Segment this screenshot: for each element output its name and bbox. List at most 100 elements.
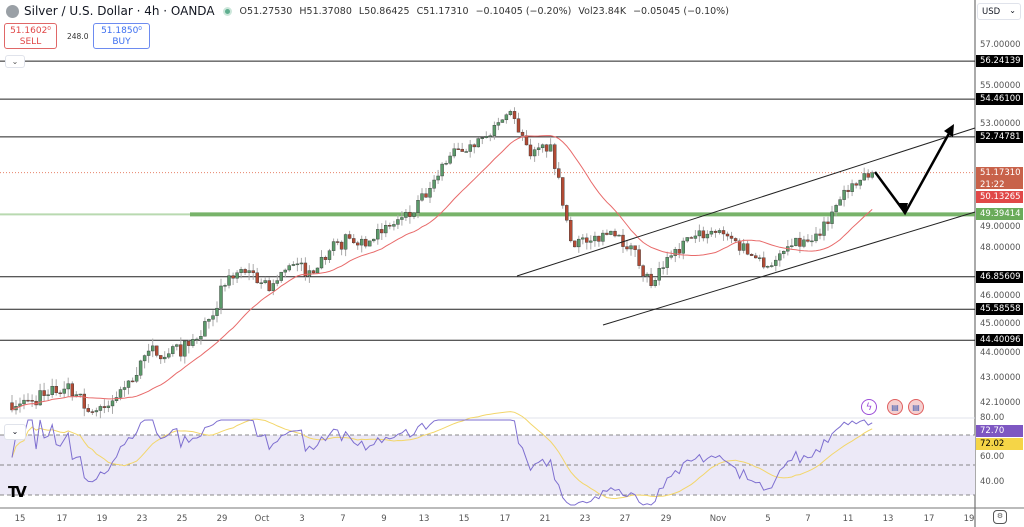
candle-body bbox=[58, 392, 62, 395]
sell-button[interactable]: 51.1602⁰ SELL bbox=[4, 23, 57, 49]
candle-body bbox=[343, 234, 348, 250]
candle-body bbox=[319, 256, 324, 269]
price-tick: 48.00000 bbox=[980, 243, 1021, 254]
time-tick: 29 bbox=[216, 514, 228, 524]
candle-body bbox=[175, 344, 179, 347]
candle-body bbox=[150, 345, 155, 352]
candle bbox=[452, 143, 456, 159]
rsi-line bbox=[11, 419, 873, 506]
candle-body bbox=[66, 383, 70, 390]
candle bbox=[536, 142, 541, 156]
candle-body bbox=[46, 394, 50, 396]
rsi-ma-value-label: 72.02 bbox=[976, 438, 1023, 450]
candle bbox=[866, 169, 870, 181]
candle-body bbox=[601, 232, 605, 242]
us-flag-event-icon[interactable]: ▤ bbox=[887, 399, 903, 415]
buy-button[interactable]: 51.1850⁰ BUY bbox=[93, 23, 150, 49]
time-tick: 23 bbox=[579, 514, 591, 524]
candle-body bbox=[126, 380, 131, 388]
candle-body bbox=[416, 200, 420, 214]
candle bbox=[749, 253, 754, 257]
candle-body bbox=[347, 234, 352, 239]
settings-gear-icon[interactable]: ⚙ bbox=[993, 510, 1007, 524]
price-label-level: 44.40096 bbox=[976, 334, 1023, 347]
projection-arrow bbox=[873, 127, 954, 216]
candle-body bbox=[681, 240, 685, 254]
candle-body bbox=[557, 168, 561, 178]
candle bbox=[102, 399, 107, 414]
price-label-support: 49.39414 bbox=[976, 208, 1023, 221]
candle bbox=[633, 245, 637, 258]
candle-body bbox=[291, 264, 296, 266]
candle-body bbox=[352, 238, 356, 244]
candle-body bbox=[54, 386, 58, 394]
candle-body bbox=[577, 238, 581, 248]
candle-body bbox=[215, 307, 219, 316]
currency-select[interactable]: USD ⌄ bbox=[977, 3, 1021, 20]
candle bbox=[557, 162, 561, 180]
candle-body bbox=[138, 360, 143, 376]
candle bbox=[319, 250, 324, 270]
candle bbox=[629, 242, 633, 256]
candle bbox=[368, 240, 372, 247]
countdown-timer: 21:22 bbox=[980, 179, 1005, 190]
candle bbox=[838, 196, 842, 206]
candle bbox=[114, 391, 119, 403]
candle-body bbox=[766, 266, 770, 268]
candle bbox=[504, 113, 509, 124]
candle bbox=[806, 234, 810, 243]
candle-body bbox=[368, 240, 372, 247]
candle bbox=[649, 267, 653, 289]
candle bbox=[26, 393, 30, 403]
time-tick: 11 bbox=[842, 514, 854, 524]
time-tick: 23 bbox=[136, 514, 148, 524]
change-value: −0.10405 (−0.20%) bbox=[475, 5, 572, 17]
spread-value: 248.0 bbox=[67, 32, 89, 41]
candle bbox=[46, 389, 50, 401]
candle bbox=[295, 257, 300, 272]
candle bbox=[171, 344, 175, 357]
candle-body bbox=[50, 386, 54, 395]
us-flag-event-icon[interactable]: ▤ bbox=[908, 399, 924, 415]
candle bbox=[215, 301, 219, 323]
candle-body bbox=[585, 237, 589, 243]
candle-body bbox=[78, 393, 83, 396]
lightning-event-icon[interactable]: ϟ bbox=[861, 399, 877, 415]
candle bbox=[565, 204, 569, 223]
candle-body bbox=[641, 265, 645, 277]
candle bbox=[323, 255, 328, 265]
candle-body bbox=[480, 137, 484, 139]
candle-body bbox=[729, 235, 734, 239]
expand-chevron-icon[interactable]: ⌄ bbox=[5, 55, 25, 68]
candle-body bbox=[267, 280, 271, 292]
candle-body bbox=[705, 233, 710, 239]
candle-body bbox=[90, 411, 95, 413]
candle bbox=[263, 276, 267, 285]
collapse-pane-chevron-icon[interactable]: ⌄ bbox=[4, 424, 26, 440]
symbol-title[interactable]: Silver / U.S. Dollar · 4h · OANDA bbox=[24, 4, 215, 18]
candle bbox=[508, 109, 513, 117]
candle-body bbox=[733, 238, 738, 242]
candle bbox=[862, 167, 866, 181]
candle bbox=[488, 133, 492, 142]
candle bbox=[802, 235, 806, 249]
price-label-level: 54.46100 bbox=[976, 93, 1023, 106]
candle bbox=[187, 339, 191, 354]
candle-body bbox=[532, 149, 537, 157]
candle bbox=[146, 343, 151, 363]
candle bbox=[528, 138, 533, 160]
buy-price: 51.1850⁰ bbox=[101, 26, 142, 36]
candle bbox=[327, 248, 332, 264]
candle-body bbox=[231, 275, 235, 279]
candle bbox=[376, 223, 380, 245]
candle bbox=[303, 257, 308, 281]
candle-body bbox=[299, 262, 304, 265]
time-tick: 27 bbox=[619, 514, 631, 524]
moving-average-line bbox=[11, 135, 873, 411]
candle bbox=[561, 177, 565, 209]
candle-body bbox=[134, 374, 139, 382]
candle-body bbox=[782, 250, 786, 254]
candle bbox=[22, 394, 26, 410]
candle-body bbox=[553, 144, 557, 169]
